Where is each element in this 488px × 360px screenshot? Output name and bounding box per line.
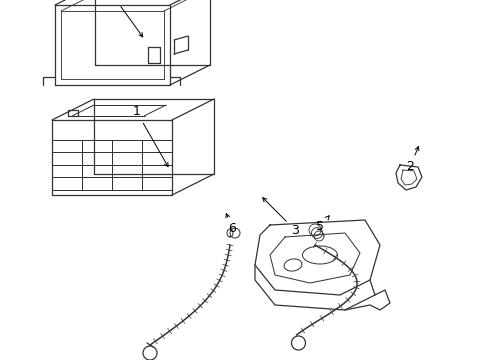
Text: 3: 3 [262, 198, 298, 237]
Text: 4: 4 [108, 0, 142, 37]
Text: 2: 2 [405, 147, 418, 174]
Text: 6: 6 [225, 213, 235, 235]
Text: 1: 1 [132, 105, 168, 167]
Text: 5: 5 [315, 216, 328, 233]
